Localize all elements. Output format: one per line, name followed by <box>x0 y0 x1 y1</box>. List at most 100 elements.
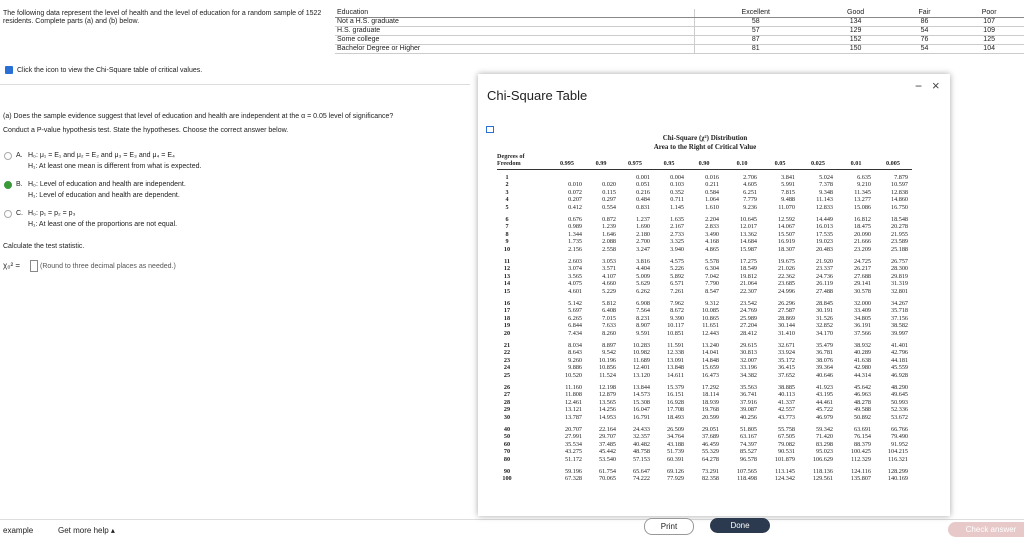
option-h1: H₁: Level of education and health are de… <box>28 192 180 199</box>
critical-value: 124.116 <box>851 468 871 475</box>
critical-value: 44.314 <box>853 371 871 379</box>
selected-radio[interactable] <box>4 181 12 189</box>
critical-value: 44.181 <box>890 356 908 364</box>
critical-value: 31.526 <box>815 314 833 322</box>
critical-value: 3.247 <box>636 245 650 253</box>
critical-value: 37.652 <box>777 371 795 379</box>
critical-value: 30.191 <box>815 307 833 315</box>
data-cell: 54 <box>894 26 955 36</box>
critical-value: 0.872 <box>602 216 616 223</box>
critical-value: 45.559 <box>890 364 908 372</box>
critical-value: 76.154 <box>853 433 871 441</box>
header-cell: Excellent <box>694 9 817 18</box>
answer-box[interactable] <box>30 260 38 272</box>
print-button[interactable]: Print <box>644 518 694 535</box>
critical-value: 13.844 <box>632 384 650 391</box>
critical-value: 3.074 <box>568 265 582 273</box>
critical-value: 3.490 <box>705 230 719 238</box>
critical-value: 24.725 <box>853 258 871 265</box>
critical-value: 9.236 <box>743 203 757 211</box>
critical-value: 2.733 <box>670 230 684 238</box>
critical-value: 34.267 <box>890 300 908 307</box>
table-icon[interactable] <box>5 66 13 74</box>
area-header: 0.05 <box>774 160 786 167</box>
critical-value: 74.397 <box>739 440 757 448</box>
done-button[interactable]: Done <box>710 518 770 533</box>
minimize-button[interactable]: − <box>915 79 923 93</box>
critical-value: 40.113 <box>778 391 795 399</box>
critical-value: 0.001 <box>636 174 650 181</box>
critical-value: 18.939 <box>701 398 719 406</box>
critical-value: 43.188 <box>666 440 684 448</box>
close-button[interactable]: × <box>932 78 940 93</box>
critical-value: 57.153 <box>632 455 650 463</box>
help-link[interactable]: Get more help ▴ <box>58 526 115 535</box>
critical-value: 113.145 <box>775 468 795 475</box>
df-cell: 8 <box>505 230 509 238</box>
critical-value: 25.989 <box>739 314 757 322</box>
critical-value: 49.588 <box>853 406 871 414</box>
critical-value: 17.535 <box>815 230 833 238</box>
zoom-icon[interactable] <box>486 126 494 133</box>
df-cell: 7 <box>505 223 509 231</box>
critical-value: 35.479 <box>815 342 833 349</box>
critical-value: 11.651 <box>702 322 719 330</box>
critical-value: 1.344 <box>568 230 582 238</box>
critical-value: 2.700 <box>636 238 650 246</box>
data-cell: 86 <box>894 17 955 27</box>
critical-value: 4.075 <box>568 280 582 288</box>
critical-value: 12.401 <box>632 364 650 372</box>
data-cell: H.S. graduate <box>335 26 695 36</box>
example-link[interactable]: example <box>3 526 34 535</box>
check-answer-button[interactable]: Check answer <box>948 522 1024 537</box>
critical-value: 4.601 <box>568 287 582 295</box>
critical-value: 24.769 <box>739 307 757 315</box>
header-rule <box>497 169 912 170</box>
critical-value: 5.226 <box>670 265 684 273</box>
critical-value: 19.812 <box>739 272 757 280</box>
critical-value: 9.348 <box>819 188 833 196</box>
critical-value: 11.345 <box>854 188 871 196</box>
critical-value: 26.509 <box>666 426 684 433</box>
critical-value: 118.136 <box>813 468 833 475</box>
radio-button[interactable] <box>4 210 12 218</box>
critical-value: 23.209 <box>853 245 871 253</box>
critical-value: 13.787 <box>564 413 582 421</box>
critical-value: 34.170 <box>815 329 833 337</box>
critical-value: 70.065 <box>598 475 616 483</box>
critical-value: 46.459 <box>701 440 719 448</box>
critical-value: 16.151 <box>666 391 684 399</box>
df-cell: 30 <box>503 413 511 421</box>
df-cell: 11 <box>504 258 510 265</box>
critical-value: 2.156 <box>568 245 582 253</box>
critical-value: 1.064 <box>705 196 719 204</box>
df-cell: 21 <box>503 342 511 349</box>
critical-value: 15.507 <box>777 230 795 238</box>
critical-value: 100.425 <box>850 448 871 456</box>
critical-value: 0.020 <box>602 181 616 189</box>
critical-value: 10.645 <box>739 216 757 223</box>
critical-value: 10.196 <box>598 356 616 364</box>
critical-value: 0.115 <box>602 188 616 196</box>
area-header: 0.975 <box>628 160 642 167</box>
area-header: 0.995 <box>560 160 574 167</box>
option-letter: C. <box>16 210 23 217</box>
critical-value: 14.449 <box>815 216 833 223</box>
critical-value: 32.357 <box>632 433 650 441</box>
critical-value: 1.610 <box>705 203 719 211</box>
critical-value: 16.750 <box>890 203 908 211</box>
critical-value: 5.009 <box>636 272 650 280</box>
critical-value: 14.573 <box>632 391 650 399</box>
critical-value: 1.237 <box>636 216 650 223</box>
critical-value: 1.239 <box>602 223 616 231</box>
critical-value: 118.498 <box>737 475 757 483</box>
critical-value: 140.169 <box>887 475 908 483</box>
critical-value: 18.475 <box>853 223 871 231</box>
radio-button[interactable] <box>4 152 12 160</box>
df-cell: 50 <box>503 433 511 441</box>
critical-value: 20.090 <box>853 230 871 238</box>
critical-value: 0.352 <box>670 188 684 196</box>
critical-value: 33.924 <box>777 349 795 357</box>
data-cell: 57 <box>694 26 817 36</box>
critical-value: 7.564 <box>636 307 650 315</box>
